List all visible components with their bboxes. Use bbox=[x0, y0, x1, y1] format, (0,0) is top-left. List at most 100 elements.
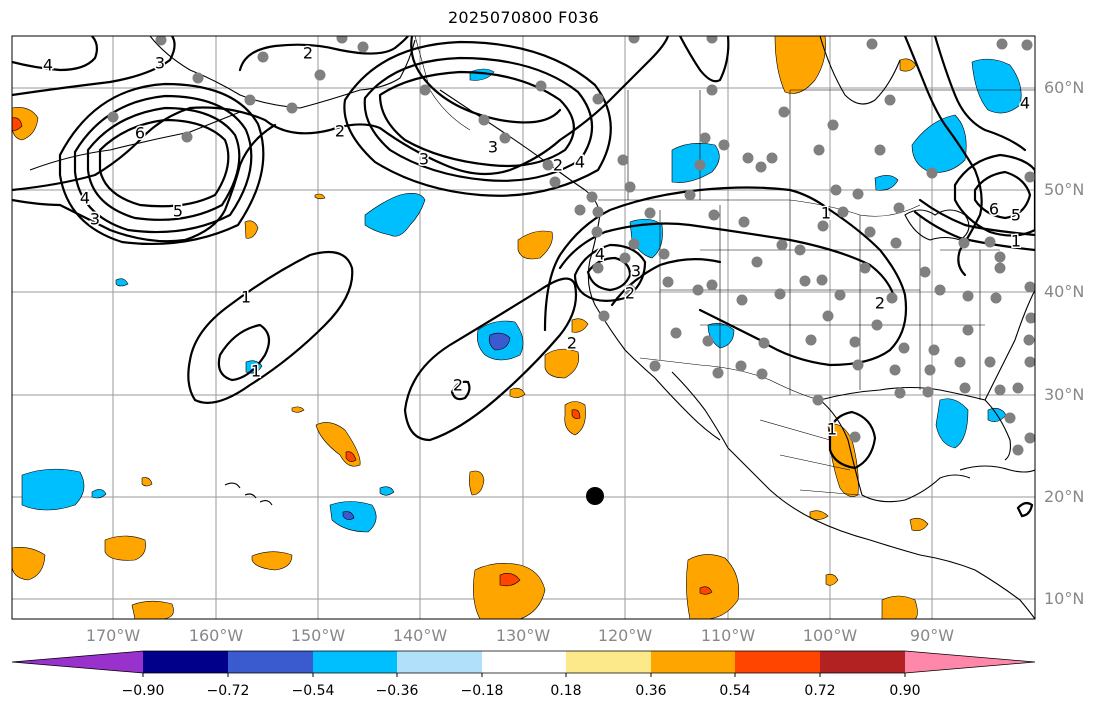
station-dot bbox=[922, 386, 934, 398]
longitude-label: 170°W bbox=[85, 626, 141, 645]
colorbar-segment bbox=[905, 651, 1035, 673]
station-dot bbox=[805, 334, 817, 346]
contour-label: 1 bbox=[827, 420, 837, 439]
blue-patch bbox=[488, 332, 511, 351]
contour-label: 6 bbox=[989, 200, 999, 219]
ridge-closed-4 bbox=[73, 94, 253, 234]
latitude-label: 50°N bbox=[1044, 180, 1085, 199]
station-dot bbox=[742, 152, 754, 164]
contour-label: 3 bbox=[90, 210, 100, 229]
orange-patch bbox=[509, 387, 526, 398]
station-dot bbox=[419, 84, 431, 96]
station-dot bbox=[926, 167, 938, 179]
colorbar-tick-label: −0.54 bbox=[291, 683, 335, 699]
colorbar-segment bbox=[397, 651, 482, 673]
us-state-lines bbox=[659, 200, 1000, 400]
station-dot bbox=[766, 152, 778, 164]
station-dot bbox=[866, 38, 878, 50]
orange-patch bbox=[473, 563, 546, 619]
contour-label: 5 bbox=[1011, 206, 1021, 225]
station-dot bbox=[624, 181, 636, 193]
station-dot bbox=[919, 266, 931, 278]
station-dot bbox=[859, 262, 871, 274]
contour-label: 4 bbox=[43, 56, 53, 75]
orange-patch bbox=[104, 535, 146, 561]
station-dot bbox=[893, 202, 905, 214]
orange-patch bbox=[12, 107, 39, 141]
center-marker-dot bbox=[586, 487, 604, 505]
station-dot bbox=[1021, 39, 1033, 51]
station-dot bbox=[959, 382, 971, 394]
contour-label: 5 bbox=[173, 202, 183, 221]
ridge-closed-5 bbox=[86, 106, 241, 221]
colorbar-segment bbox=[566, 651, 651, 673]
station-dot bbox=[778, 106, 790, 118]
station-dot bbox=[735, 360, 747, 372]
station-dot bbox=[738, 216, 750, 228]
orange-patch bbox=[291, 406, 305, 413]
contour-2-east-ridge bbox=[933, 36, 1027, 152]
gulf-of-mexico-coast bbox=[819, 399, 971, 503]
station-dot bbox=[592, 93, 604, 105]
station-dot bbox=[478, 114, 490, 126]
station-dot bbox=[542, 159, 554, 171]
contour-4-low bbox=[586, 256, 632, 292]
station-dot bbox=[598, 310, 610, 322]
colorbar bbox=[11, 650, 1036, 677]
station-dot bbox=[1024, 432, 1035, 444]
station-dot bbox=[628, 36, 640, 44]
station-dot bbox=[954, 356, 966, 368]
station-dot bbox=[756, 368, 768, 380]
florida bbox=[984, 399, 1011, 461]
orange-patch bbox=[544, 348, 579, 379]
station-dot bbox=[799, 275, 811, 287]
coastlines bbox=[29, 36, 1035, 619]
station-dot bbox=[574, 204, 586, 216]
station-dot bbox=[591, 226, 603, 238]
ridge-gulf-4 bbox=[378, 70, 575, 168]
station-dot bbox=[712, 367, 724, 379]
latitude-label: 60°N bbox=[1044, 78, 1085, 97]
contour-4-nw bbox=[12, 36, 99, 72]
station-dot bbox=[670, 327, 682, 339]
station-dot bbox=[624, 284, 636, 296]
station-dot bbox=[1024, 281, 1035, 293]
positive-anomaly-shading bbox=[12, 36, 929, 619]
contour-label: 2 bbox=[875, 294, 885, 313]
station-dot bbox=[834, 289, 846, 301]
caribbean bbox=[959, 465, 1035, 473]
station-dot bbox=[549, 176, 561, 188]
station-dot bbox=[934, 284, 946, 296]
latitude-label: 10°N bbox=[1044, 589, 1085, 608]
orange-patch bbox=[517, 230, 553, 260]
contour-label: 3 bbox=[419, 150, 429, 169]
canada-province-lines bbox=[627, 89, 1035, 200]
contour-closed-east bbox=[953, 153, 1035, 237]
longitude-label: 130°W bbox=[495, 626, 551, 645]
station-dot bbox=[736, 294, 748, 306]
orange-patch bbox=[881, 595, 918, 619]
station-dot bbox=[827, 119, 839, 131]
contour-label: 4 bbox=[595, 245, 605, 264]
contour-label: 4 bbox=[575, 153, 585, 172]
us-east-coast bbox=[984, 289, 1035, 401]
contour-label: 2 bbox=[553, 156, 563, 175]
colorbar-tick-label: 0.90 bbox=[889, 683, 921, 699]
station-dot bbox=[924, 364, 936, 376]
colorbar-segment bbox=[228, 651, 313, 673]
aleutian-chain bbox=[29, 111, 241, 171]
orange-patch bbox=[345, 451, 357, 462]
colorbar-segment bbox=[12, 651, 143, 673]
latitude-label: 40°N bbox=[1044, 282, 1085, 301]
station-dot bbox=[592, 206, 604, 218]
colorbar-tick-label: −0.90 bbox=[121, 683, 165, 699]
station-dot bbox=[244, 94, 256, 106]
contour-label: 4 bbox=[1020, 94, 1030, 113]
station-dot bbox=[996, 38, 1008, 50]
station-dot bbox=[662, 276, 674, 288]
station-dot bbox=[644, 207, 656, 219]
contour-1-lower-lobe bbox=[610, 258, 722, 307]
station-dot bbox=[813, 144, 825, 156]
station-dot bbox=[706, 279, 718, 291]
station-dot bbox=[499, 132, 511, 144]
